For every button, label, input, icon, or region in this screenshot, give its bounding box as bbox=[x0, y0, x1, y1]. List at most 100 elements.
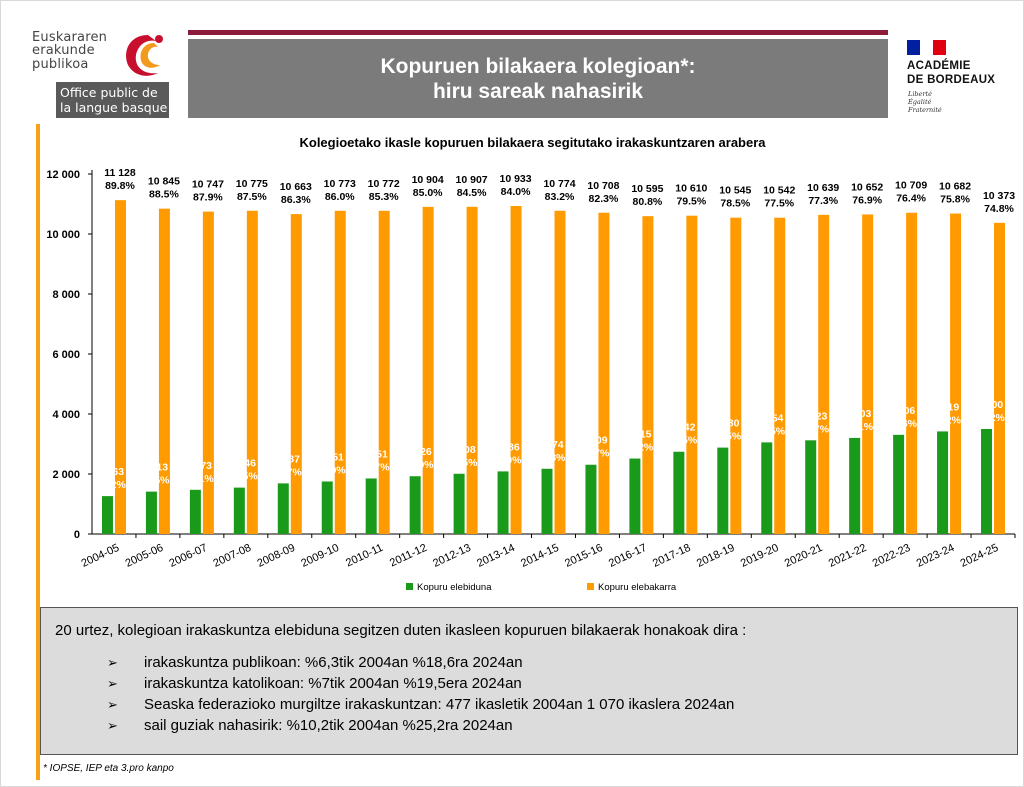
x-tick-label: 2012-13 bbox=[431, 542, 473, 570]
label-elebiduna-value: 1 926 bbox=[406, 446, 432, 458]
title-accent-line bbox=[188, 30, 888, 35]
bar-elebiduna bbox=[189, 489, 201, 534]
bar-elebakarra bbox=[202, 211, 214, 534]
label-elebiduna-pct: 23.1% bbox=[843, 421, 873, 433]
label-elebiduna-pct: 14.0% bbox=[316, 464, 346, 476]
label-elebakarra-pct: 84.0% bbox=[501, 186, 531, 198]
label-elebakarra-value: 10 542 bbox=[763, 185, 795, 197]
label-elebakarra-value: 11 128 bbox=[104, 167, 136, 179]
label-elebakarra-value: 10 904 bbox=[412, 174, 444, 186]
label-elebiduna-value: 2 174 bbox=[537, 439, 563, 451]
bar-elebakarra bbox=[950, 213, 962, 535]
legend-swatch-elebakarra bbox=[587, 583, 594, 590]
bar-elebiduna bbox=[409, 476, 421, 534]
x-tick-label: 2007-08 bbox=[211, 542, 253, 570]
bar-elebiduna bbox=[321, 481, 333, 534]
label-elebiduna-value: 3 054 bbox=[757, 412, 783, 424]
label-elebakarra-value: 10 845 bbox=[148, 176, 180, 188]
bullet-text: irakaskuntza katolikoan: %7tik 2004an %1… bbox=[144, 675, 522, 692]
office-logo: Euskararen erakunde publikoa Office publ… bbox=[29, 29, 170, 119]
bar-elebakarra bbox=[378, 210, 390, 534]
x-tick-label: 2004-05 bbox=[80, 542, 122, 570]
logo-sub-line-1: Office public de bbox=[60, 85, 158, 100]
summary-bullet: ➢ irakaskuntza katolikoan: %7tik 2004an %… bbox=[107, 675, 522, 692]
label-elebakarra-pct: 76.9% bbox=[852, 194, 882, 206]
label-elebiduna-pct: 11.5% bbox=[140, 475, 170, 487]
label-elebiduna-pct: 25.2% bbox=[975, 412, 1005, 424]
label-elebakarra-value: 10 373 bbox=[983, 190, 1015, 202]
label-elebiduna-value: 3 419 bbox=[933, 401, 959, 413]
label-elebakarra-value: 10 682 bbox=[939, 181, 971, 193]
label-elebiduna-pct: 20.5% bbox=[667, 435, 697, 447]
label-elebiduna-pct: 22.5% bbox=[755, 425, 785, 437]
label-elebakarra-pct: 80.8% bbox=[633, 196, 663, 208]
bar-elebakarra bbox=[334, 210, 346, 534]
legend-label-elebakarra: Kopuru elebakarra bbox=[598, 582, 677, 593]
label-elebakarra-pct: 84.5% bbox=[457, 187, 487, 199]
bar-elebiduna bbox=[453, 473, 465, 534]
label-elebakarra-pct: 82.3% bbox=[589, 193, 619, 205]
arrow-bullet-icon: ➢ bbox=[107, 719, 118, 734]
legend-swatch-elebiduna bbox=[406, 583, 413, 590]
bar-elebiduna bbox=[717, 447, 729, 534]
label-elebiduna-value: 1 851 bbox=[362, 448, 388, 460]
bar-elebiduna bbox=[101, 496, 113, 534]
y-tick-label: 6 000 bbox=[52, 349, 80, 361]
label-elebiduna-value: 3 306 bbox=[889, 405, 915, 417]
bar-elebiduna bbox=[365, 478, 377, 534]
bar-elebakarra bbox=[114, 200, 126, 534]
label-elebiduna-pct: 14.7% bbox=[360, 461, 390, 473]
label-elebiduna-pct: 17.7% bbox=[580, 448, 610, 460]
x-tick-label: 2021-22 bbox=[827, 542, 869, 570]
x-tick-label: 2008-09 bbox=[255, 542, 297, 570]
x-tick-label: 2013-14 bbox=[475, 542, 517, 570]
label-elebakarra-value: 10 709 bbox=[895, 180, 927, 192]
label-elebiduna-pct: 16.0% bbox=[492, 454, 522, 466]
bar-elebakarra bbox=[466, 206, 478, 535]
bar-elebakarra bbox=[642, 216, 654, 534]
label-elebiduna-value: 2 309 bbox=[581, 435, 607, 447]
bar-elebiduna bbox=[233, 487, 245, 534]
label-elebakarra-value: 10 773 bbox=[324, 178, 356, 190]
label-elebakarra-pct: 85.3% bbox=[369, 191, 399, 203]
label-elebiduna-value: 1 473 bbox=[186, 460, 212, 472]
label-elebakarra-value: 10 775 bbox=[236, 178, 268, 190]
label-elebakarra-pct: 86.3% bbox=[281, 194, 311, 206]
label-elebakarra-value: 10 610 bbox=[675, 183, 707, 195]
label-elebiduna-value: 2 742 bbox=[669, 422, 695, 434]
label-elebiduna-pct: 22.7% bbox=[799, 423, 829, 435]
x-tick-label: 2014-15 bbox=[519, 542, 561, 570]
summary-bullet: ➢ Seaska federazioko murgiltze irakaskunt… bbox=[107, 696, 734, 713]
bar-elebiduna bbox=[145, 491, 157, 534]
x-tick-label: 2005-06 bbox=[124, 542, 166, 570]
label-elebiduna-value: 2 515 bbox=[625, 429, 651, 441]
label-elebakarra-pct: 75.8% bbox=[940, 194, 970, 206]
bar-elebakarra bbox=[510, 206, 522, 534]
label-elebiduna-value: 3 500 bbox=[977, 399, 1003, 411]
label-elebakarra-pct: 88.5% bbox=[149, 189, 179, 201]
label-elebiduna-value: 2 086 bbox=[493, 441, 519, 453]
y-tick-label: 4 000 bbox=[52, 409, 80, 421]
motto-3: Fraternité bbox=[908, 106, 942, 114]
label-elebakarra-value: 10 772 bbox=[368, 178, 400, 190]
label-elebiduna-pct: 10.2% bbox=[96, 479, 126, 491]
x-tick-label: 2019-20 bbox=[739, 542, 781, 570]
footnote: * IOPSE, IEP eta 3.pro kanpo bbox=[43, 763, 174, 774]
label-elebiduna-pct: 23.6% bbox=[887, 418, 917, 430]
label-elebiduna-pct: 21.5% bbox=[711, 431, 741, 443]
label-elebiduna-value: 1 263 bbox=[98, 466, 124, 478]
label-elebakarra-value: 10 545 bbox=[719, 185, 751, 197]
label-elebakarra-value: 10 747 bbox=[192, 179, 224, 191]
x-tick-label: 2017-18 bbox=[651, 542, 693, 570]
label-elebakarra-value: 10 595 bbox=[631, 183, 663, 195]
bar-elebiduna bbox=[629, 458, 641, 534]
y-tick-label: 12 000 bbox=[46, 169, 80, 181]
bar-elebiduna bbox=[981, 429, 993, 534]
logo-sub-line-2: la langue basque bbox=[60, 100, 168, 115]
bar-elebakarra bbox=[598, 212, 610, 534]
arrow-bullet-icon: ➢ bbox=[107, 677, 118, 692]
bar-elebiduna bbox=[541, 468, 553, 534]
bar-elebiduna bbox=[673, 451, 685, 534]
label-elebiduna-value: 3 203 bbox=[845, 408, 871, 420]
